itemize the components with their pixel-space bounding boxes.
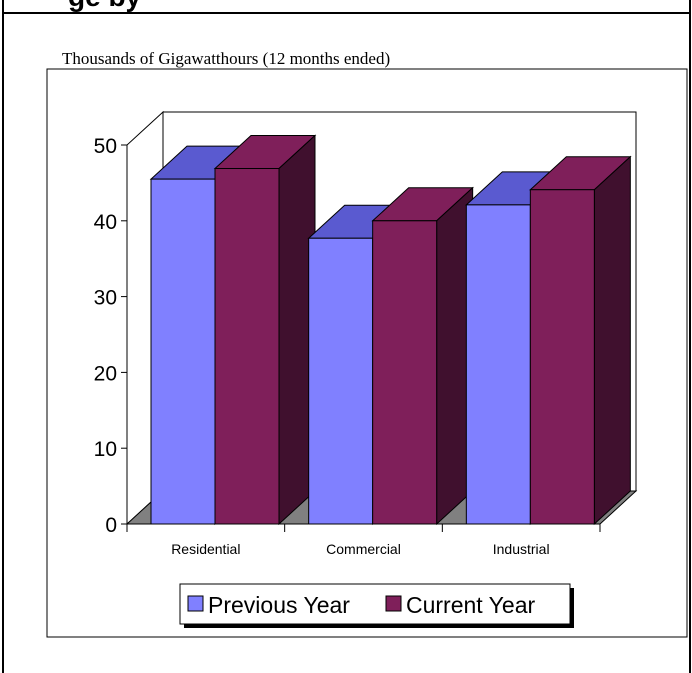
- y-tick-label: 20: [94, 362, 117, 385]
- legend-swatch: [385, 595, 402, 612]
- bar: [529, 189, 595, 525]
- plot-area: 0 10 20 30 40 50 Residential Commercial Industri…: [94, 110, 638, 557]
- chart-unit-label: Thousands of Gigawatthours (12 months en…: [62, 49, 390, 68]
- y-tick-label: 10: [94, 438, 117, 461]
- bar: [150, 178, 216, 525]
- y-tick-label: 30: [94, 287, 117, 310]
- x-category-label: Residential: [171, 541, 240, 557]
- legend-label: Previous Year: [208, 592, 350, 618]
- bar: [372, 220, 438, 525]
- bar-side: [593, 155, 631, 526]
- bar: [214, 167, 280, 525]
- y-tick-label: 40: [94, 211, 117, 234]
- bar: [465, 204, 531, 525]
- chart-legend: Previous Year Current Year: [179, 583, 574, 628]
- y-tick-label: 50: [94, 135, 117, 158]
- legend-box: [179, 583, 571, 625]
- page-title-fragment: ge by: [68, 0, 142, 12]
- x-category-label: Commercial: [326, 541, 401, 557]
- legend-swatch: [187, 595, 204, 612]
- y-tick-label: 0: [105, 514, 117, 537]
- bar: [308, 237, 374, 525]
- legend-label: Current Year: [406, 592, 535, 618]
- x-category-label: Industrial: [493, 541, 550, 557]
